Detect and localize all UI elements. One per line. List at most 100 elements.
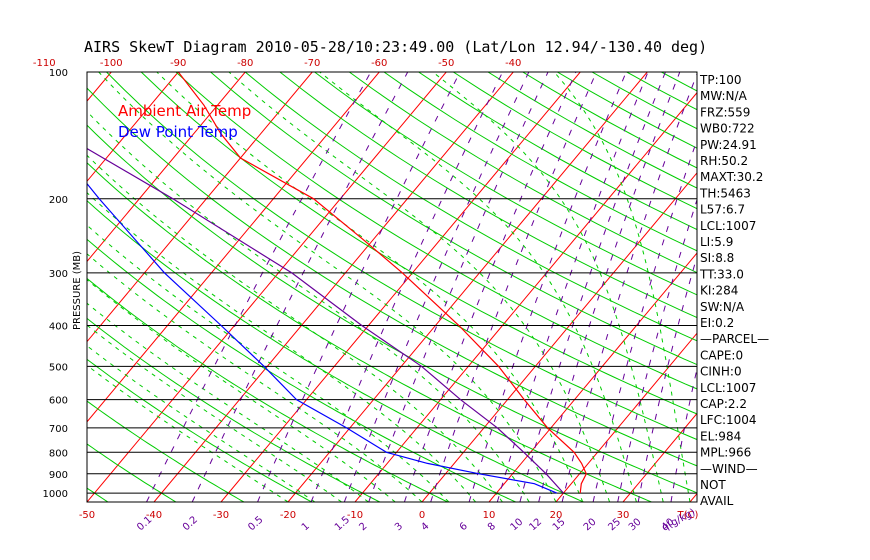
bottom-temp-tick-label: 0 (419, 510, 425, 521)
dry-adiabat-line (106, 72, 697, 441)
stability-index-item: NOT (700, 478, 726, 492)
stability-index-item: PW:24.91 (700, 138, 757, 152)
isotherm-line (87, 72, 313, 343)
mixing-ratio-line (617, 198, 697, 502)
pressure-tick-label: 800 (49, 448, 68, 459)
stability-index-item: RH:50.2 (700, 154, 748, 168)
dry-adiabat-line (244, 72, 697, 342)
stability-index-item: L57:6.7 (700, 203, 745, 217)
stability-index-item: LI:5.9 (700, 235, 733, 249)
mixing-ratio-line (637, 254, 697, 502)
moist-adiabat-line (87, 192, 476, 502)
isotherm-line (0, 72, 44, 502)
bottom-temp-tick-label: -30 (213, 510, 229, 521)
stability-index-item: EL:984 (700, 429, 741, 443)
stability-index-item: CAPE:0 (700, 348, 743, 362)
mixing-ratio-lines (146, 72, 697, 502)
dry-adiabat-line (87, 443, 177, 502)
stability-index-item: —PARCEL— (700, 332, 769, 346)
mixing-ratio-line (496, 72, 649, 502)
moist-adiabat-line (432, 72, 664, 502)
mixing-ratio-line (146, 72, 372, 502)
isotherm-line (87, 72, 112, 102)
mixing-ratio-line (670, 366, 697, 502)
dry-adiabat-line (210, 72, 697, 366)
top-temp-tick-label: -40 (505, 58, 521, 69)
stability-index-item: EI:0.2 (700, 316, 734, 330)
isotherm-lines (0, 72, 697, 502)
dry-adiabat-line (800, 72, 870, 502)
mixing-ratio-line (403, 72, 577, 502)
pressure-tick-label: 1000 (43, 489, 68, 500)
legend-dew-point-temp: Dew Point Temp (118, 123, 238, 141)
stability-index-item: CAP:2.2 (700, 397, 747, 411)
isotherm-line (220, 72, 581, 502)
dry-adiabat-line (835, 72, 870, 502)
isotherm-line (87, 72, 179, 183)
isotherm-line (87, 72, 447, 502)
mixing-ratio-tick-label: 4 (419, 521, 431, 533)
isotherm-line (153, 72, 514, 502)
top-temp-tick-label: -90 (170, 58, 186, 69)
stability-index-item: —WIND— (700, 462, 758, 476)
dry-adiabat-line (731, 72, 870, 502)
moist-adiabat-line (319, 72, 637, 502)
dry-adiabat-line (87, 124, 697, 494)
mixing-ratio-tick-label: 0.5 (246, 514, 265, 533)
mixing-ratio-line (592, 138, 697, 502)
dry-adiabat-line (626, 72, 697, 111)
mixing-ratio-tick-label: 3 (393, 521, 405, 533)
mixing-ratio-line (538, 72, 681, 502)
mixing-ratio-tick-label: 6 (458, 521, 470, 533)
dry-adiabat-line (453, 72, 697, 210)
stability-index-item: WB0:722 (700, 122, 755, 136)
mixing-ratio-line (519, 72, 666, 502)
dry-adiabat-line (314, 72, 697, 296)
top-temp-tick-label: -70 (304, 58, 320, 69)
pressure-tick-label: 200 (49, 195, 68, 206)
wet-bulb-profile-line (87, 147, 564, 494)
stability-index-item: LCL:1007 (700, 381, 756, 395)
stability-index-item: TT:33.0 (699, 267, 744, 281)
stability-indices: TP:100 MW:N/A FRZ:559 WB0:722 PW:24.91 RH:50.… (699, 73, 769, 508)
mixing-ratio-tick-label: 8 (486, 521, 498, 533)
moist-adiabat-lines (87, 72, 691, 502)
dry-adiabat-line (349, 72, 697, 274)
bottom-temp-tick-label: 30 (617, 510, 630, 521)
y-axis-label: PRESSURE (MB) (72, 251, 83, 330)
chart-title: AIRS SkewT Diagram 2010-05-28/10:23:49.0… (84, 38, 707, 56)
top-temp-tick-label: -110 (33, 58, 56, 69)
isotherm-line (87, 72, 246, 263)
stability-index-item: AVAIL (700, 494, 734, 508)
moist-adiabat-line (87, 279, 396, 502)
moist-adiabat-line (228, 72, 611, 502)
dry-adiabat-line (87, 238, 516, 502)
stability-index-item: CINH:0 (700, 365, 742, 379)
bottom-temp-tick-label: 10 (483, 510, 496, 521)
pressure-tick-label: 700 (49, 424, 68, 435)
stability-index-item: SI:8.8 (700, 251, 734, 265)
moist-adiabat-line (87, 253, 423, 502)
pressure-tick-label: 300 (49, 269, 68, 280)
mixing-ratio-line (310, 72, 504, 502)
sounding-profiles (87, 72, 587, 494)
stability-index-item: TH:5463 (699, 186, 751, 200)
plot-border (86, 71, 698, 503)
isotherm-line (555, 332, 697, 502)
top-temp-tick-label: -100 (100, 58, 123, 69)
isotherm-line (287, 72, 648, 502)
pressure-tick-label: 500 (49, 362, 68, 373)
pressure-tick-label: 900 (49, 470, 68, 481)
mixing-ratio-tick-label: 20 (582, 517, 599, 534)
isotherm-line (488, 252, 697, 502)
moist-adiabat-line (87, 345, 316, 502)
dry-adiabat-line (0, 72, 40, 502)
plot-frame (86, 71, 698, 503)
bottom-temp-tick-label: -20 (280, 510, 296, 521)
moist-adiabat-line (87, 364, 289, 502)
moist-adiabat-line (87, 224, 450, 502)
dry-adiabat-line (87, 487, 109, 502)
dry-adiabat-line (87, 87, 697, 467)
